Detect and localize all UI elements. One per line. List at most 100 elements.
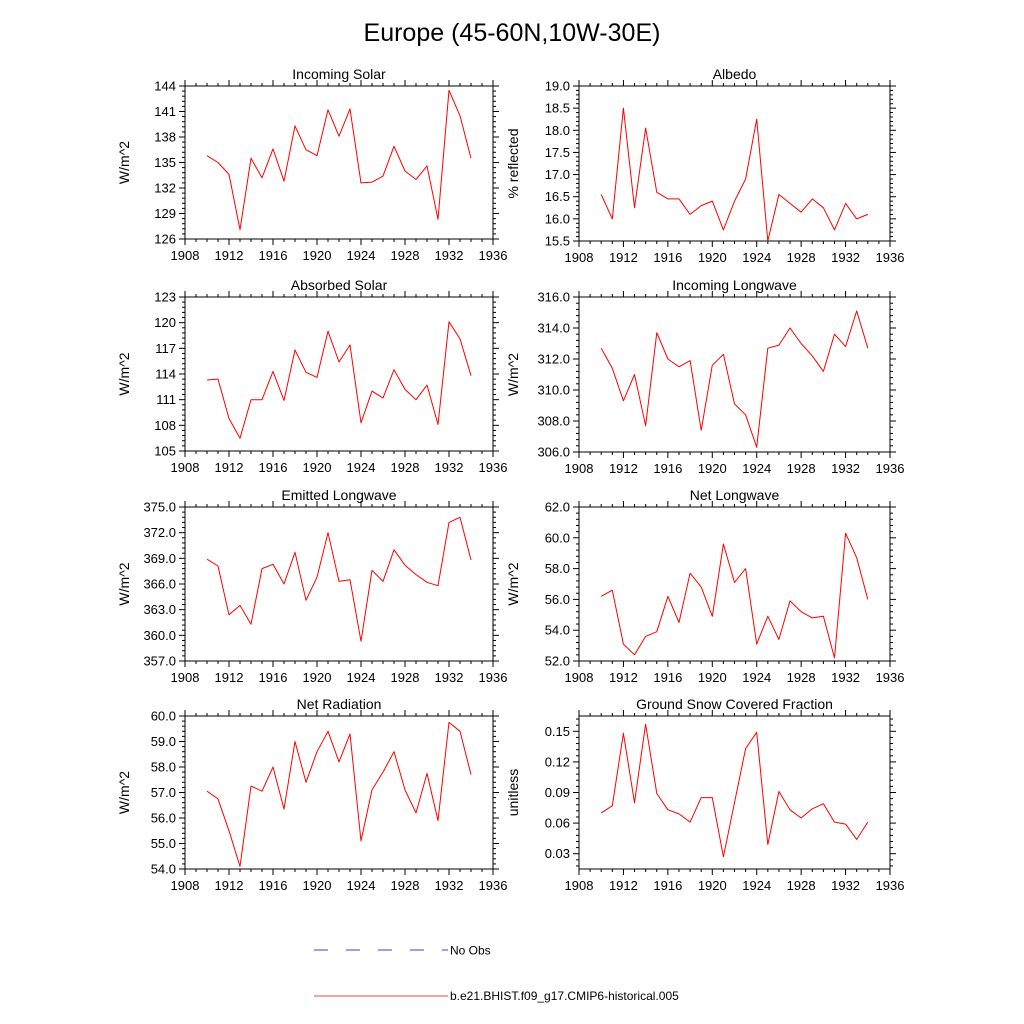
x-tick-label: 1916 xyxy=(259,670,288,685)
figure-title: Europe (45-60N,10W-30E) xyxy=(364,19,661,47)
legend-label-no-obs: No Obs xyxy=(450,944,491,958)
legend-entry-model: b.e21.BHIST.f09_g17.CMIP6-historical.005 xyxy=(314,989,679,1003)
plot-frame xyxy=(184,296,494,452)
y-tick-label: 55.0 xyxy=(151,836,176,851)
y-tick-label: 54.0 xyxy=(545,623,570,638)
x-tick-label: 1928 xyxy=(391,248,420,263)
x-tick-label: 1928 xyxy=(787,250,816,265)
y-tick-label: 0.06 xyxy=(545,816,570,831)
y-tick-label: 0.09 xyxy=(545,785,570,800)
panel-title: Ground Snow Covered Fraction xyxy=(636,696,833,712)
panel-ground-snow-covered-fraction: Ground Snow Covered Fraction 1908 1912 1916… xyxy=(505,696,904,893)
x-tick-label: 1908 xyxy=(565,670,594,685)
x-tick-label: 1928 xyxy=(391,460,420,475)
x-tick-label: 1916 xyxy=(259,460,288,475)
plot-frame xyxy=(578,715,891,870)
plot-frame xyxy=(578,85,891,242)
x-tick-label: 1908 xyxy=(565,461,594,476)
x-tick-label: 1916 xyxy=(653,670,682,685)
x-tick-label: 1916 xyxy=(653,878,682,893)
x-tick-label: 1936 xyxy=(479,878,508,893)
y-tick-label: 58.0 xyxy=(545,561,570,576)
x-tick-label: 1932 xyxy=(831,250,860,265)
x-tick-label: 1936 xyxy=(876,250,905,265)
y-axis-label: W/m^2 xyxy=(505,562,521,605)
panels: Incoming Solar 1908 1912 1916 1920 1924 1928 19… xyxy=(116,66,904,893)
panel-net-longwave: Net Longwave 1908 1912 1916 1920 1924 1928 1932… xyxy=(505,487,904,685)
x-tick-label: 1908 xyxy=(171,878,200,893)
y-tick-label: 60.0 xyxy=(151,709,176,724)
panel-net-radiation: Net Radiation 1908 1912 1916 1920 1924 1928 193… xyxy=(116,696,507,893)
y-tick-label: 360.0 xyxy=(143,628,176,643)
plot-frame xyxy=(184,506,494,662)
y-tick-label: 62.0 xyxy=(545,500,570,515)
y-tick-label: 58.0 xyxy=(151,760,176,775)
x-tick-label: 1908 xyxy=(171,670,200,685)
x-tick-label: 1920 xyxy=(698,461,727,476)
x-tick-label: 1924 xyxy=(742,461,771,476)
y-axis-label: W/m^2 xyxy=(116,141,132,184)
y-tick-label: 141 xyxy=(154,104,176,119)
x-tick-label: 1924 xyxy=(742,670,771,685)
y-tick-label: 129 xyxy=(154,206,176,221)
x-tick-label: 1920 xyxy=(698,670,727,685)
panel-absorbed-solar: Absorbed Solar 1908 1912 1916 1920 1924 1928 19… xyxy=(116,277,507,475)
x-tick-label: 1912 xyxy=(215,878,244,893)
y-tick-label: 363.0 xyxy=(143,602,176,617)
x-tick-label: 1912 xyxy=(609,250,638,265)
x-tick-label: 1928 xyxy=(787,878,816,893)
x-tick-label: 1928 xyxy=(391,878,420,893)
x-tick-label: 1916 xyxy=(259,878,288,893)
y-tick-label: 120 xyxy=(154,315,176,330)
x-tick-label: 1928 xyxy=(787,670,816,685)
series-line-b-e21-bhist-f09-g17-cmip6-historical-005 xyxy=(600,107,868,242)
x-tick-label: 1908 xyxy=(565,878,594,893)
x-tick-label: 1932 xyxy=(831,878,860,893)
y-tick-label: 144 xyxy=(154,79,176,94)
y-tick-label: 316.0 xyxy=(537,290,570,305)
y-tick-label: 54.0 xyxy=(151,862,176,877)
x-tick-label: 1912 xyxy=(609,878,638,893)
x-tick-label: 1912 xyxy=(215,670,244,685)
legend-entry-no-obs: No Obs xyxy=(314,944,491,958)
x-tick-label: 1920 xyxy=(303,878,332,893)
y-tick-label: 17.5 xyxy=(545,145,570,160)
y-tick-label: 306.0 xyxy=(537,445,570,460)
y-tick-label: 114 xyxy=(155,367,176,382)
series-line-b-e21-bhist-f09-g17-cmip6-historical-005 xyxy=(206,721,472,867)
y-tick-label: 57.0 xyxy=(151,785,176,800)
plot-frame xyxy=(578,506,891,662)
x-tick-label: 1932 xyxy=(435,248,464,263)
y-tick-label: 123 xyxy=(154,290,176,305)
series-line-b-e21-bhist-f09-g17-cmip6-historical-005 xyxy=(206,516,472,642)
y-tick-label: 366.0 xyxy=(143,577,176,592)
y-tick-label: 117 xyxy=(155,341,176,356)
x-tick-label: 1912 xyxy=(609,670,638,685)
y-tick-label: 17.0 xyxy=(545,167,570,182)
y-axis-label: % reflected xyxy=(505,128,521,198)
panel-title: Emitted Longwave xyxy=(281,487,396,503)
x-tick-label: 1920 xyxy=(303,248,332,263)
y-tick-label: 0.03 xyxy=(545,846,570,861)
x-tick-label: 1924 xyxy=(347,460,376,475)
x-tick-label: 1936 xyxy=(479,670,508,685)
y-tick-label: 310.0 xyxy=(537,383,570,398)
y-tick-label: 19.0 xyxy=(545,79,570,94)
plot-frame xyxy=(578,296,891,453)
panel-title: Albedo xyxy=(713,66,757,82)
y-tick-label: 126 xyxy=(154,232,176,247)
panel-albedo: Albedo 1908 1912 1916 1920 1924 1928 1932 1936 15… xyxy=(505,66,904,265)
y-tick-label: 312.0 xyxy=(537,352,570,367)
x-tick-label: 1920 xyxy=(698,250,727,265)
x-tick-label: 1916 xyxy=(653,461,682,476)
x-tick-label: 1936 xyxy=(876,878,905,893)
panel-incoming-solar: Incoming Solar 1908 1912 1916 1920 1924 1928 19… xyxy=(116,66,507,263)
y-tick-label: 108 xyxy=(154,418,176,433)
y-tick-label: 138 xyxy=(154,130,176,145)
x-tick-label: 1936 xyxy=(479,460,508,475)
x-tick-label: 1916 xyxy=(653,250,682,265)
y-tick-label: 314.0 xyxy=(537,321,570,336)
y-tick-label: 56.0 xyxy=(151,811,176,826)
panel-title: Net Longwave xyxy=(690,487,780,503)
